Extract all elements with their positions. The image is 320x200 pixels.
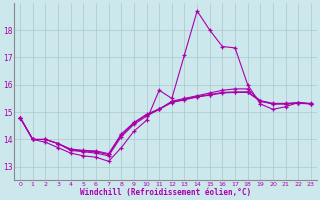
X-axis label: Windchill (Refroidissement éolien,°C): Windchill (Refroidissement éolien,°C) (80, 188, 251, 197)
